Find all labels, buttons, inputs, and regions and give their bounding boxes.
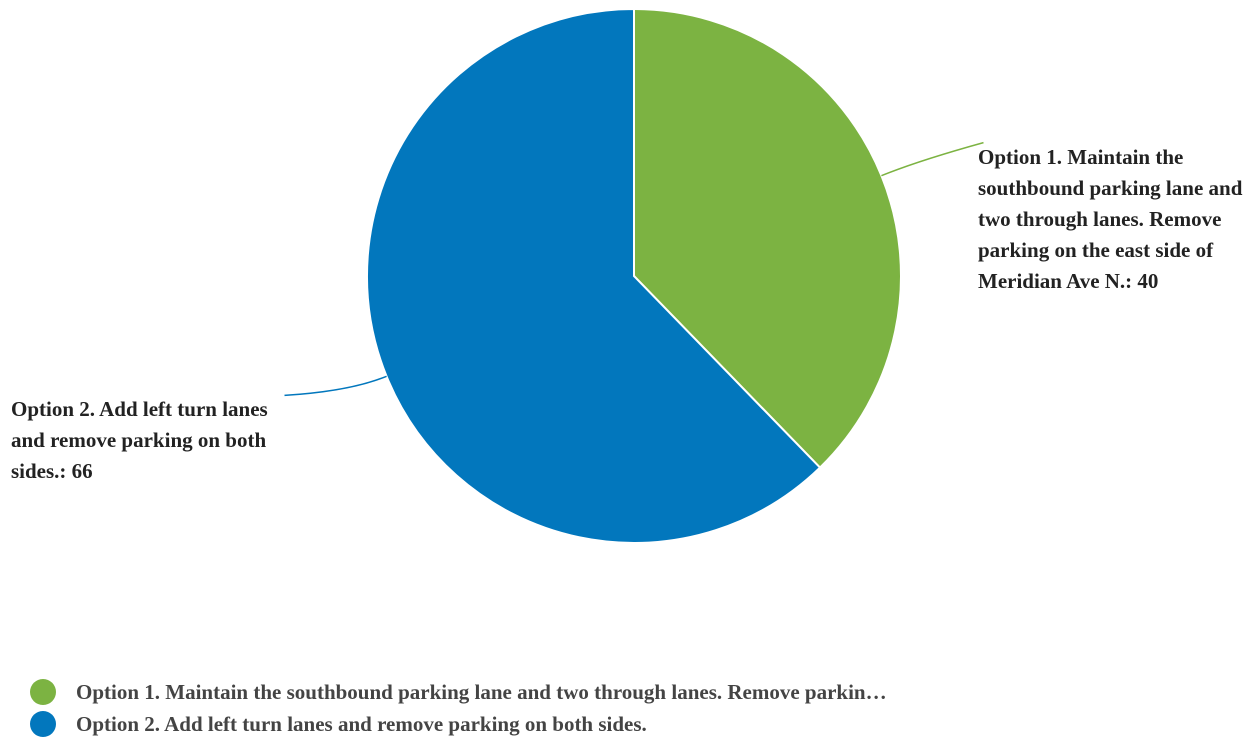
legend-label-option-1: Option 1. Maintain the southbound parkin… [76,679,887,704]
legend-label-option-2: Option 2. Add left turn lanes and remove… [76,711,647,736]
legend-swatch-option-1 [30,679,56,705]
slice-label-option-1: Option 1. Maintain the southbound parkin… [978,145,1243,293]
leader-line-option-1 [881,141,984,177]
legend: Option 1. Maintain the southbound parkin… [30,676,1230,740]
pie-slice-option-1[interactable] [633,7,902,469]
legend-item-option-1[interactable]: Option 1. Maintain the southbound parkin… [30,676,1230,708]
slice-label-option-2: Option 2. Add left turn lanes and remove… [11,397,268,483]
pie-slice-option-2[interactable] [365,7,822,544]
legend-item-option-2[interactable]: Option 2. Add left turn lanes and remove… [30,708,1230,740]
leader-line-option-2 [284,375,387,397]
legend-swatch-option-2 [30,711,56,737]
